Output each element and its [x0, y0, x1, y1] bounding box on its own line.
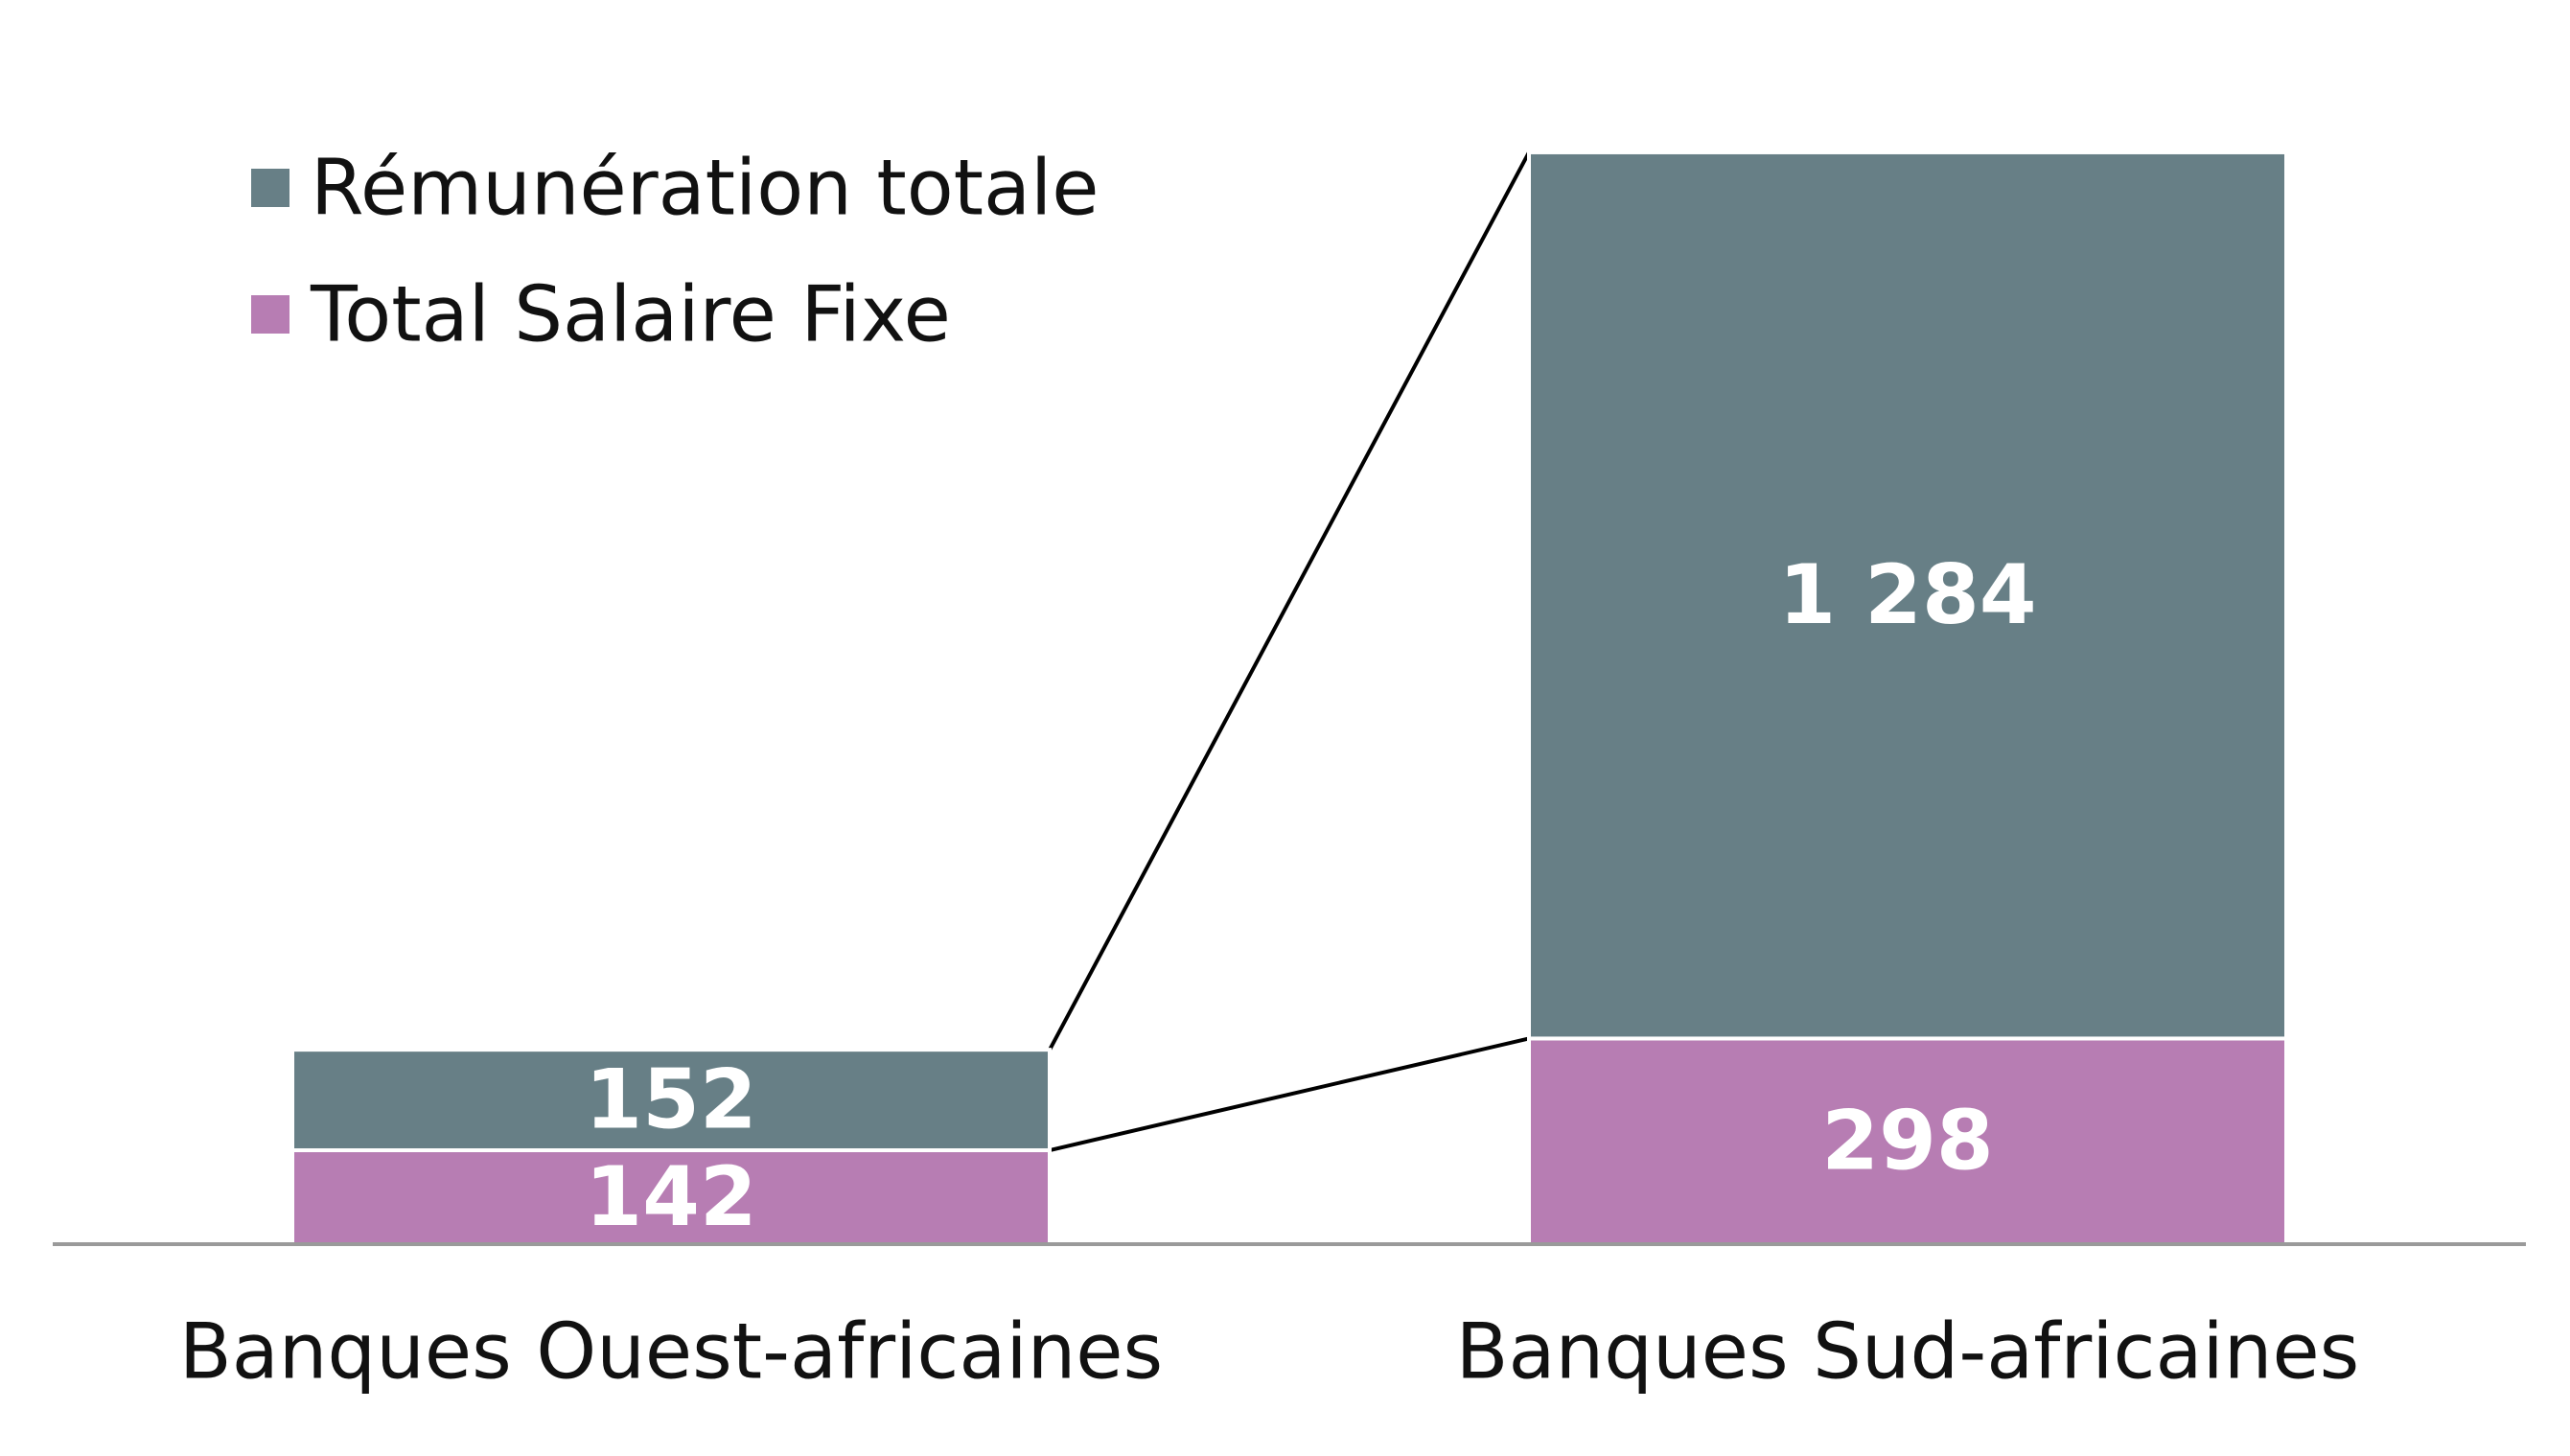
legend-swatch — [251, 169, 289, 207]
connector-line — [1048, 151, 1531, 1052]
data-label: 1 284 — [1778, 547, 2036, 643]
legend-label: Total Salaire Fixe — [310, 270, 951, 359]
bar-group — [290, 150, 2288, 1247]
legend: Rémunération totale Total Salaire Fixe — [251, 144, 1100, 359]
bar-segment — [1527, 150, 2288, 1041]
category-label: Banques Sud-africaines — [1456, 1307, 2360, 1397]
category-label: Banques Ouest-africaines — [179, 1307, 1163, 1397]
bar-segment — [290, 1148, 1052, 1247]
data-label: 142 — [585, 1149, 757, 1245]
data-label: 152 — [585, 1052, 757, 1148]
category-label-group: Banques Ouest-africaines Banques Sud-afri… — [179, 1307, 2360, 1397]
legend-swatch — [251, 295, 289, 334]
connector-line — [1049, 1036, 1530, 1152]
bar-segment — [290, 1048, 1052, 1153]
legend-label: Rémunération totale — [311, 144, 1100, 233]
connector-lines — [1048, 151, 1531, 1152]
data-label: 298 — [1821, 1094, 1994, 1190]
